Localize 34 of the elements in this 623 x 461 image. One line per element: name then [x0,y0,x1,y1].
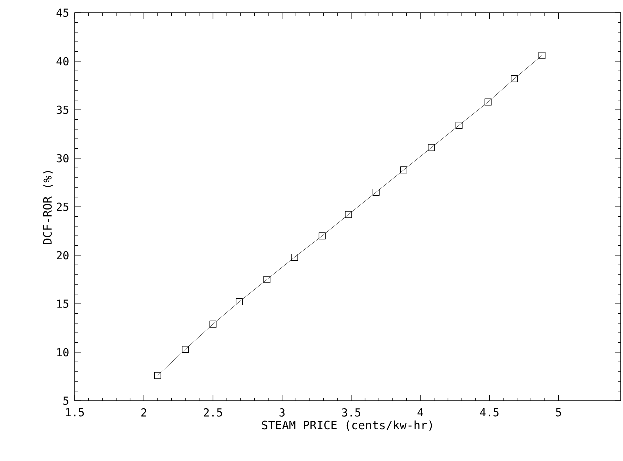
y-axis-title: DCF-ROR (%) [43,171,54,244]
x-tick-label: 4.5 [480,408,499,417]
y-tick-label: 40 [56,57,69,66]
y-tick-label: 45 [56,8,69,18]
point [154,372,162,380]
x-tick-label: 4 [418,408,424,417]
point [291,254,298,261]
point [318,232,326,240]
y-tick-label: 35 [56,106,69,114]
x-tick-label: 3 [280,408,285,417]
y-tick-label: 25 [57,202,69,212]
x-tick-label: 5 [556,408,562,417]
y-tick-label: 5 [64,396,69,406]
x-tick-label: 1.5 [66,408,84,417]
point [538,52,546,60]
point [264,276,271,284]
y-tick-label: 30 [56,154,69,163]
point [484,98,492,106]
point [511,75,518,82]
x-tick-label: 3.5 [342,408,361,417]
x-tick-label: 2.5 [204,408,222,417]
y-tick-label: 20 [57,251,69,260]
point [372,188,380,196]
point [345,211,352,218]
y-tick-label: 15 [58,300,69,308]
point [236,298,243,306]
point [182,346,190,354]
x-tick-label: 2 [142,408,146,417]
y-tick-label: 10 [58,348,69,357]
point [456,122,463,130]
point [400,166,408,174]
point [428,144,436,152]
x-axis-title: STEAM PRICE (cents/kw-hr) [262,420,432,431]
point [210,320,217,328]
